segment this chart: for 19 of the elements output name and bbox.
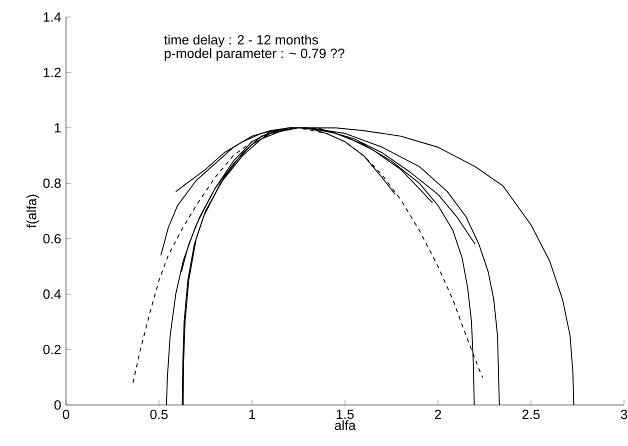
y-tick-label: 1: [54, 123, 61, 132]
annotation: time delay : 2 - 12 months: [164, 34, 318, 48]
y-tick-label: 0.8: [43, 178, 61, 188]
x-tick-label: 1: [249, 410, 256, 419]
x-tick-label: 1.5: [336, 410, 354, 419]
x-axis-title: alfa: [334, 420, 356, 430]
x-tick-label: 2.5: [522, 410, 540, 420]
y-tick-label: 0.2: [43, 344, 61, 354]
x-tick-label: 0.5: [150, 410, 168, 420]
x-tick-label: 0: [62, 410, 70, 420]
x-tick-label: 2: [434, 410, 442, 420]
y-tick-label: 1.2: [44, 68, 61, 78]
y-tick-label: 0.4: [43, 289, 61, 299]
annotation: p-model parameter : ~ 0.79 ??: [164, 48, 344, 61]
y-tick-label: 0: [54, 400, 61, 410]
x-tick-label: 3: [620, 410, 628, 420]
y-tick-label: 1.4: [44, 12, 61, 22]
y-axis-title: f(alfa): [26, 194, 39, 228]
y-tick-label: 0.6: [43, 234, 61, 244]
